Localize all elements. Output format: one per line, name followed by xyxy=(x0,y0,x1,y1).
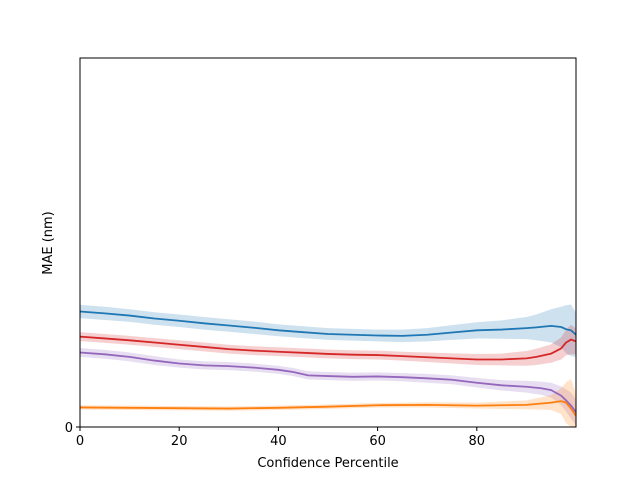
x-tick-label: 80 xyxy=(469,434,486,449)
series-1-line xyxy=(79,310,577,337)
series-2-band xyxy=(80,324,576,366)
x-tick-label: 40 xyxy=(270,434,287,449)
series-3-band xyxy=(80,348,576,426)
series-3-line xyxy=(79,351,577,413)
y-tick-label: 0 xyxy=(65,421,73,436)
x-tick-label: 0 xyxy=(76,434,84,449)
series-lines xyxy=(79,310,577,417)
confidence-bands xyxy=(80,304,576,427)
x-tick-label: 20 xyxy=(171,434,188,449)
x-axis-ticks: 0 20 40 60 80 xyxy=(76,427,485,449)
series-1-band xyxy=(80,304,576,357)
y-axis-ticks: 0 xyxy=(65,421,80,436)
series-4-line xyxy=(79,400,577,417)
plot-frame xyxy=(79,57,577,428)
y-axis-label: MAE (nm) xyxy=(41,211,56,275)
x-tick-label: 60 xyxy=(369,434,386,449)
x-axis-label: Confidence Percentile xyxy=(257,456,398,471)
series-2-line xyxy=(79,335,577,361)
series-4-band xyxy=(80,379,576,427)
